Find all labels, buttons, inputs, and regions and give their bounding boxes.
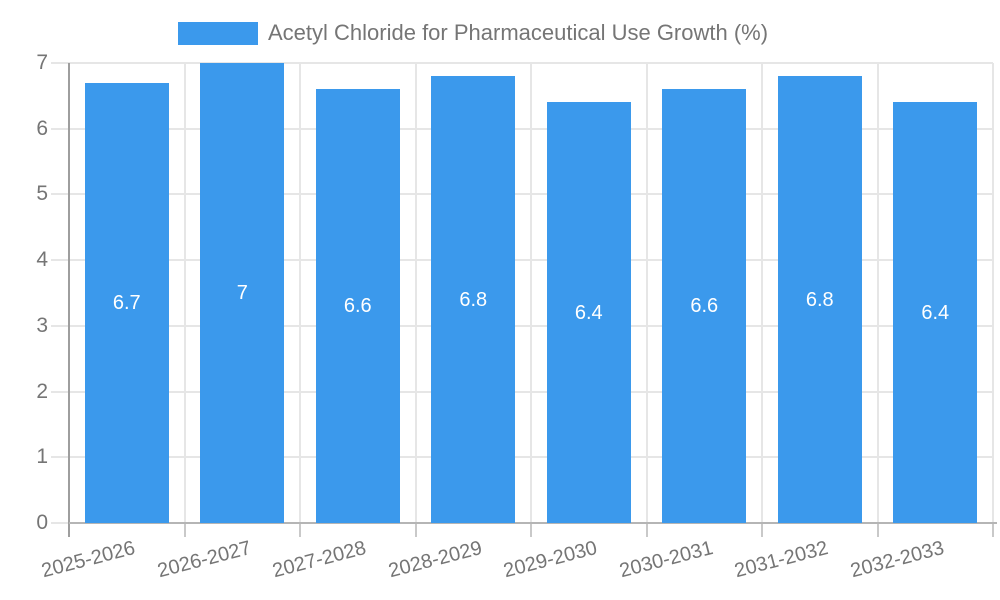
x-axis-tick: [414, 523, 417, 537]
bar-value-label: 6.4: [574, 301, 603, 324]
y-axis-tick: [51, 324, 69, 327]
x-axis-tick: [876, 523, 879, 537]
bar-value-label: 6.6: [343, 295, 372, 318]
gridline-vertical: [414, 63, 417, 523]
bar[interactable]: [431, 76, 516, 523]
gridline-vertical: [299, 63, 301, 523]
bar[interactable]: [315, 89, 400, 523]
gridline-vertical: [876, 63, 879, 523]
y-tick-label: 1: [36, 445, 48, 469]
x-tick-label: 2025-2026: [39, 536, 138, 583]
bar-value-label: 6.8: [805, 288, 834, 311]
bar-value-label: 7: [236, 282, 248, 304]
bar-value-label: 6.8: [459, 288, 488, 311]
x-tick-label: 2029-2030: [501, 536, 600, 583]
x-tick-label: 2027-2028: [270, 536, 369, 583]
x-tick-label: 2030-2031: [616, 536, 716, 583]
y-tick-label: 3: [36, 313, 48, 337]
gridline-vertical: [645, 63, 648, 523]
x-axis-tick: [645, 523, 648, 537]
x-axis-tick: [183, 523, 186, 537]
bar[interactable]: [893, 102, 978, 523]
gridline-vertical: [761, 63, 763, 523]
bar-value-label: 6.7: [112, 291, 141, 314]
gridline-vertical: [183, 63, 186, 523]
x-tick-label: 2031-2032: [732, 536, 831, 583]
y-tick-label: 6: [36, 116, 48, 140]
bar[interactable]: [662, 89, 747, 523]
y-axis-tick: [51, 259, 69, 262]
x-axis-tick: [992, 523, 994, 537]
bar[interactable]: [200, 63, 285, 523]
y-tick-label: 7: [36, 51, 48, 74]
x-axis-line: [69, 522, 997, 524]
y-axis-tick: [51, 127, 69, 130]
x-axis-tick: [299, 523, 301, 537]
gridline-vertical: [530, 63, 532, 523]
x-axis-tick: [530, 523, 532, 537]
bar-value-label: 6.6: [690, 295, 719, 318]
legend-swatch-icon: [178, 22, 258, 45]
gridline-vertical: [992, 63, 994, 523]
y-tick-label: 4: [36, 248, 48, 272]
legend-label: Acetyl Chloride for Pharmaceutical Use G…: [268, 20, 769, 45]
y-axis-tick: [51, 522, 69, 524]
bar[interactable]: [546, 102, 631, 523]
y-axis-tick: [51, 62, 69, 64]
y-axis-tick: [51, 456, 69, 459]
y-axis-line: [68, 63, 70, 537]
y-axis-tick: [51, 193, 69, 196]
bar[interactable]: [777, 76, 862, 523]
y-axis-tick: [51, 390, 69, 393]
x-axis-tick: [761, 523, 763, 537]
x-tick-label: 2026-2027: [154, 536, 254, 583]
x-tick-label: 2032-2033: [847, 536, 947, 583]
bar-value-label: 6.4: [921, 301, 950, 324]
y-tick-label: 0: [36, 511, 48, 534]
y-tick-label: 5: [36, 182, 48, 206]
bar[interactable]: [84, 82, 169, 523]
x-tick-label: 2028-2029: [385, 536, 485, 583]
y-tick-label: 2: [36, 379, 48, 403]
